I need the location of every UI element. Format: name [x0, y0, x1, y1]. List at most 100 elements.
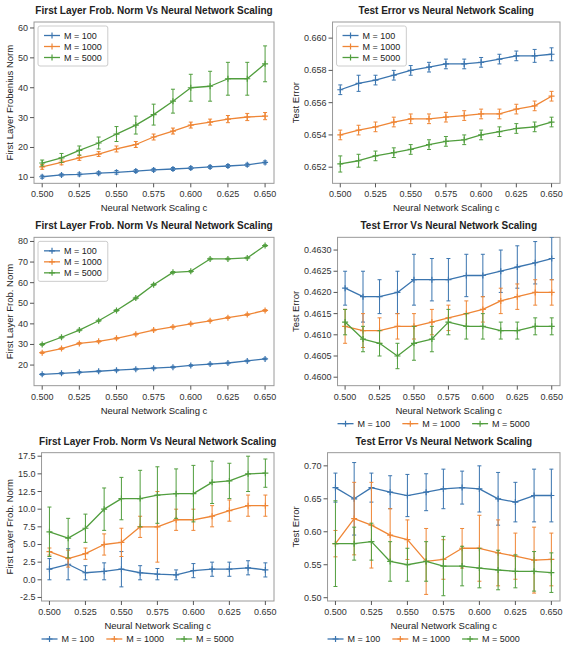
x-axis-label: Neural Network Scaling c: [104, 620, 211, 631]
error-bar: [462, 59, 466, 69]
point-marker: [39, 341, 45, 347]
error-bar: [441, 469, 445, 509]
point-marker: [154, 492, 160, 498]
point-marker: [133, 122, 139, 128]
error-bar: [392, 148, 396, 158]
error-bar: [424, 542, 428, 582]
point-marker: [96, 318, 102, 324]
x-tick: [345, 386, 346, 390]
x-tick-label: 0.500: [31, 392, 54, 402]
error-bar: [481, 314, 485, 339]
error-bar: [550, 117, 554, 127]
y-tick-label: 0.0: [23, 575, 36, 585]
error-bar: [210, 506, 214, 527]
point-marker: [351, 516, 357, 522]
point-marker: [404, 493, 410, 499]
error-bar: [369, 523, 373, 560]
point-marker: [137, 570, 143, 576]
y-tick: [38, 509, 42, 510]
x-tick-label: 0.650: [254, 607, 277, 617]
series-line: [340, 96, 551, 135]
y-tick: [324, 597, 328, 598]
point-marker: [190, 568, 196, 574]
y-tick-label: 2.5: [23, 557, 36, 567]
error-bar: [446, 259, 450, 301]
x-tick-label: 0.650: [540, 189, 563, 199]
legend-marker: [343, 421, 349, 427]
error-bar: [514, 124, 518, 134]
error-bar: [497, 54, 501, 64]
point-marker: [113, 367, 119, 373]
point-marker: [101, 541, 107, 547]
point-marker: [118, 539, 124, 545]
legend: M = 100M = 1000M = 5000: [38, 241, 108, 281]
error-bar: [189, 74, 193, 101]
x-tick: [157, 601, 158, 605]
legend-label: M = 5000: [196, 634, 234, 644]
point-marker: [478, 59, 484, 65]
point-marker: [459, 485, 465, 491]
point-marker: [360, 294, 366, 300]
x-tick-label: 0.550: [105, 189, 128, 199]
error-bar: [171, 128, 175, 134]
point-marker: [133, 366, 139, 372]
y-tick: [334, 356, 338, 357]
plot-frame: [42, 453, 274, 601]
legend: M = 100M = 1000M = 5000: [328, 634, 520, 644]
legend-marker: [348, 33, 354, 39]
y-tick-label: 30: [18, 339, 28, 349]
legend-marker: [47, 636, 53, 642]
error-bar: [369, 482, 373, 568]
plot-frame: [34, 237, 274, 385]
chart-title: First Layer Frob. Norm Vs Neural Network…: [39, 436, 276, 447]
point-marker: [532, 103, 538, 109]
point-marker: [368, 539, 374, 545]
plot-data: [46, 456, 268, 587]
series-line: [42, 359, 265, 374]
x-tick: [481, 183, 482, 187]
y-tick: [334, 250, 338, 251]
y-tick: [38, 544, 42, 545]
error-bar: [77, 156, 81, 161]
error-bar: [114, 146, 118, 152]
y-tick-label: 40: [18, 319, 28, 329]
point-marker: [244, 358, 250, 364]
point-marker: [423, 558, 429, 564]
x-tick-label: 0.650: [540, 392, 563, 402]
y-tick: [30, 87, 34, 88]
point-marker: [225, 256, 231, 262]
plot-frame: [333, 22, 560, 183]
y-tick: [38, 597, 42, 598]
x-tick: [190, 183, 191, 187]
x-tick-label: 0.500: [334, 392, 357, 402]
legend-marker: [407, 421, 413, 427]
x-tick-label: 0.625: [506, 392, 529, 402]
point-marker: [133, 295, 139, 301]
point-marker: [170, 98, 176, 104]
error-bar: [102, 534, 106, 555]
point-marker: [244, 312, 250, 318]
error-bar: [392, 70, 396, 80]
x-tick: [116, 386, 117, 390]
legend-label: M = 1000: [64, 42, 102, 52]
y-tick: [329, 134, 333, 135]
y-tick: [30, 282, 34, 283]
error-bar: [514, 51, 518, 61]
point-marker: [391, 72, 397, 78]
error-bar: [246, 456, 250, 491]
point-marker: [113, 146, 119, 152]
x-tick: [551, 386, 552, 390]
point-marker: [394, 353, 400, 359]
point-marker: [532, 323, 538, 329]
error-bar: [338, 85, 342, 95]
x-axis-label: Neural Network Scaling c: [101, 202, 208, 213]
x-tick-label: 0.600: [180, 392, 203, 402]
point-marker: [356, 127, 362, 133]
y-axis-label: Test Error: [290, 506, 301, 547]
x-tick: [153, 183, 154, 187]
panel: Test Error Vs Neural Network Scaling0.50…: [290, 220, 563, 428]
legend-marker: [49, 55, 55, 61]
point-marker: [101, 568, 107, 574]
legend-label: M = 1000: [422, 419, 460, 429]
error-bar: [409, 145, 413, 155]
